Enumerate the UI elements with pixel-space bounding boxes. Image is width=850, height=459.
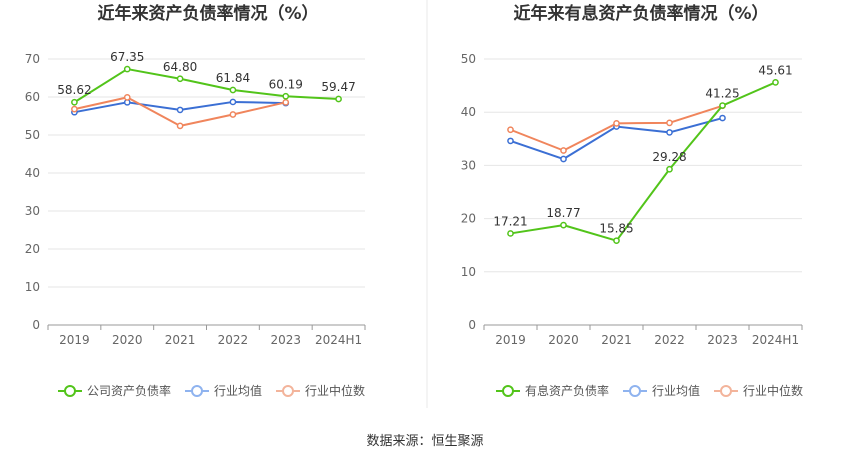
data-source-note: 数据来源：恒生聚源 bbox=[366, 434, 484, 449]
data-point-median bbox=[71, 105, 78, 113]
y-tick-label: 30 bbox=[25, 204, 40, 218]
legend-item-avg[interactable]: 行业均值 bbox=[623, 383, 700, 398]
x-tick-label: 2021 bbox=[601, 333, 632, 347]
y-tick-label: 20 bbox=[461, 212, 476, 226]
data-point-avg bbox=[507, 137, 514, 145]
chart-1: 近年来资产负债率情况（%） 0 10 20 30 40 50 60 70 2019 2020 2021… bbox=[25, 3, 366, 398]
data-point-company bbox=[560, 221, 567, 229]
x-tick-label: 2021 bbox=[165, 333, 196, 347]
data-point-avg bbox=[229, 98, 237, 106]
series-line-company bbox=[73, 68, 339, 104]
data-point-median bbox=[123, 94, 131, 101]
data-point-company bbox=[719, 102, 726, 109]
legend-item-company[interactable]: 公司资产负债率 bbox=[58, 383, 171, 398]
data-point-company bbox=[666, 165, 673, 173]
data-point-median bbox=[176, 122, 184, 130]
legend-marker bbox=[191, 385, 203, 397]
data-point-median bbox=[666, 119, 673, 127]
y-tick-label: 0 bbox=[468, 318, 476, 332]
data-label: 61.84 bbox=[216, 71, 250, 85]
legend-label: 有息资产负债率 bbox=[525, 383, 609, 398]
x-tick-label: 2019 bbox=[495, 333, 526, 347]
x-tick-label: 2019 bbox=[59, 333, 90, 347]
data-point-company bbox=[613, 237, 620, 245]
y-tick-label: 10 bbox=[461, 265, 476, 279]
data-point-company bbox=[772, 79, 779, 86]
x-tick-label: 2023 bbox=[270, 333, 301, 347]
chart-title: 近年来有息资产负债率情况（%） bbox=[513, 3, 768, 24]
x-tick-label: 2022 bbox=[218, 333, 249, 347]
legend-marker bbox=[720, 385, 732, 397]
data-label: 64.80 bbox=[163, 60, 197, 74]
data-label: 58.62 bbox=[57, 83, 91, 97]
y-tick-label: 70 bbox=[25, 52, 40, 66]
legend-label: 行业均值 bbox=[652, 383, 700, 398]
x-tick-label: 2024H1 bbox=[315, 333, 362, 347]
y-tick-label: 20 bbox=[25, 242, 40, 256]
legend-marker bbox=[629, 385, 641, 397]
legend-marker bbox=[502, 385, 514, 397]
data-point-median bbox=[560, 147, 567, 154]
legend-item-avg[interactable]: 行业均值 bbox=[185, 383, 262, 398]
y-tick-label: 10 bbox=[25, 280, 40, 294]
data-point-company bbox=[507, 230, 514, 237]
data-point-avg bbox=[666, 129, 673, 136]
data-point-median bbox=[229, 111, 237, 118]
data-point-company bbox=[229, 86, 237, 94]
data-label: 67.35 bbox=[110, 50, 144, 64]
series-line-company bbox=[510, 81, 776, 242]
data-label: 17.21 bbox=[493, 214, 527, 228]
data-point-avg bbox=[560, 155, 567, 163]
legend-label: 行业中位数 bbox=[743, 383, 803, 398]
x-tick-label: 2024H1 bbox=[752, 333, 799, 347]
x-tick-label: 2023 bbox=[707, 333, 738, 347]
x-tick-label: 2020 bbox=[112, 333, 143, 347]
data-label: 18.77 bbox=[546, 206, 580, 220]
y-tick-label: 0 bbox=[32, 318, 40, 332]
legend-item-median[interactable]: 行业中位数 bbox=[714, 383, 803, 398]
data-point-median bbox=[282, 98, 290, 106]
legend-label: 行业均值 bbox=[214, 383, 262, 398]
legend-marker bbox=[64, 385, 76, 397]
data-point-median bbox=[613, 120, 620, 127]
y-tick-label: 50 bbox=[461, 52, 476, 66]
x-tick-label: 2020 bbox=[548, 333, 579, 347]
y-tick-label: 60 bbox=[25, 90, 40, 104]
data-point-company bbox=[176, 75, 184, 83]
data-point-avg bbox=[176, 106, 184, 114]
data-point-company bbox=[335, 95, 342, 103]
data-point-company bbox=[282, 92, 290, 100]
x-tick-label: 2022 bbox=[654, 333, 685, 347]
data-label: 60.19 bbox=[269, 77, 303, 91]
data-label: 29.28 bbox=[652, 150, 686, 164]
data-label: 15.85 bbox=[599, 222, 633, 236]
legend-label: 行业中位数 bbox=[305, 383, 365, 398]
data-label: 59.47 bbox=[321, 80, 355, 94]
data-point-company bbox=[123, 65, 131, 73]
legend-item-company[interactable]: 有息资产负债率 bbox=[496, 383, 609, 398]
chart-2: 近年来有息资产负债率情况（%） 0 10 20 30 40 50 2019 2020 2021 20… bbox=[461, 3, 803, 398]
data-point-company bbox=[71, 98, 78, 106]
y-tick-label: 30 bbox=[461, 158, 476, 172]
y-tick-label: 40 bbox=[25, 166, 40, 180]
data-label: 41.25 bbox=[705, 87, 739, 101]
legend-item-median[interactable]: 行业中位数 bbox=[276, 383, 365, 398]
y-tick-label: 50 bbox=[25, 128, 40, 142]
legend-label: 公司资产负债率 bbox=[87, 383, 171, 398]
data-label: 45.61 bbox=[758, 63, 792, 77]
chart-title: 近年来资产负债率情况（%） bbox=[97, 3, 318, 24]
y-tick-label: 40 bbox=[461, 105, 476, 119]
data-point-avg bbox=[719, 114, 726, 122]
legend-marker bbox=[282, 385, 294, 397]
data-point-median bbox=[507, 126, 514, 134]
